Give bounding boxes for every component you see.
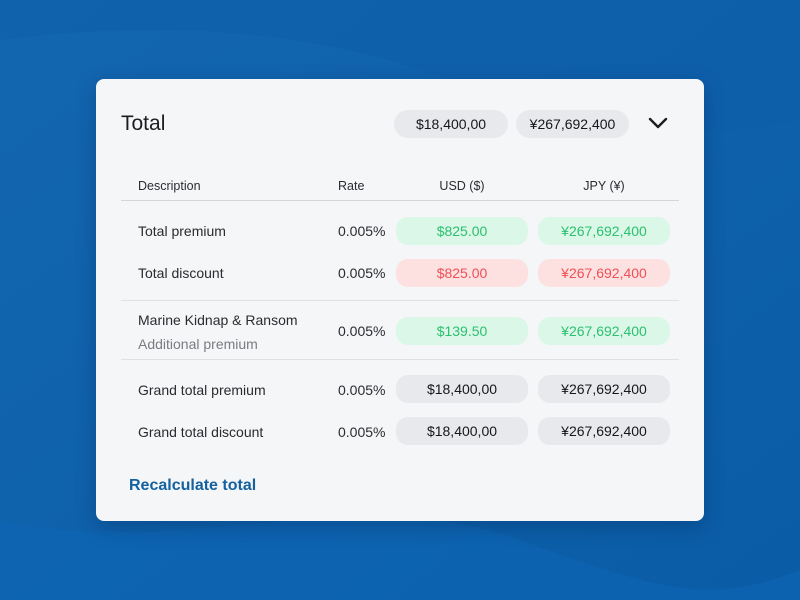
section-divider: [121, 359, 679, 360]
jpy-value: ¥267,692,400: [538, 375, 670, 403]
row-label: Total premium: [138, 223, 226, 239]
row-label: Grand total discount: [138, 424, 264, 440]
row-rate: 0.005%: [338, 223, 386, 239]
row-label: Marine Kidnap & Ransom: [138, 312, 298, 328]
usd-value: $18,400,00: [396, 417, 528, 445]
row-label: Grand total premium: [138, 382, 266, 398]
usd-total-badge: $18,400,00: [394, 110, 508, 138]
card-title: Total: [121, 112, 166, 135]
jpy-value: ¥267,692,400: [538, 317, 670, 345]
usd-value: $825.00: [396, 259, 528, 287]
jpy-total-badge: ¥267,692,400: [516, 110, 629, 138]
row-sublabel: Additional premium: [138, 336, 258, 352]
column-header-usd: USD ($): [439, 179, 485, 193]
row-rate: 0.005%: [338, 265, 386, 281]
usd-value: $18,400,00: [396, 375, 528, 403]
row-rate: 0.005%: [338, 382, 386, 398]
column-header-description: Description: [138, 179, 201, 193]
recalculate-total-link[interactable]: Recalculate total: [129, 477, 257, 494]
row-label: Total discount: [138, 265, 224, 281]
row-rate: 0.005%: [338, 424, 386, 440]
row-rate: 0.005%: [338, 323, 386, 339]
jpy-value: ¥267,692,400: [538, 217, 670, 245]
jpy-value: ¥267,692,400: [538, 417, 670, 445]
usd-value: $825.00: [396, 217, 528, 245]
column-header-rate: Rate: [338, 179, 365, 193]
header-divider: [121, 200, 679, 201]
chevron-down-icon: [648, 117, 668, 129]
jpy-value: ¥267,692,400: [538, 259, 670, 287]
section-divider: [121, 300, 679, 301]
usd-value: $139.50: [396, 317, 528, 345]
collapse-toggle-button[interactable]: [644, 111, 672, 137]
column-header-jpy: JPY (¥): [583, 179, 625, 193]
totals-card: Total $18,400,00 ¥267,692,400 Descriptio…: [96, 79, 704, 521]
